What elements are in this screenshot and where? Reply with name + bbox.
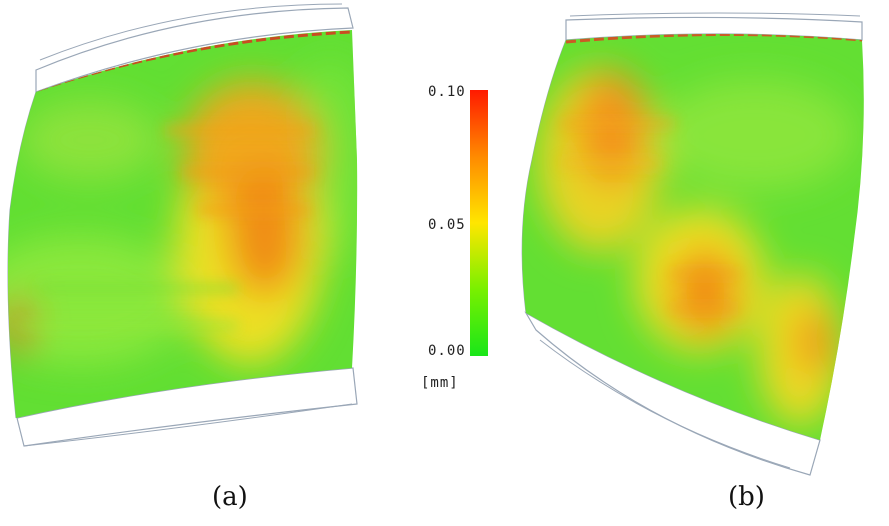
colorbar-gradient [470, 90, 488, 356]
panel-label-b: (b) [728, 482, 765, 512]
panel-label-a: (a) [212, 482, 248, 512]
panel-a-surface [8, 30, 358, 418]
colorbar-tick-mid: 0.05 [428, 217, 466, 233]
colorbar-unit-label: [mm] [421, 375, 459, 391]
colorbar-tick-max: 0.10 [428, 84, 466, 100]
panel-b-surface [522, 34, 864, 440]
colorbar-tick-min: 0.00 [428, 343, 466, 359]
